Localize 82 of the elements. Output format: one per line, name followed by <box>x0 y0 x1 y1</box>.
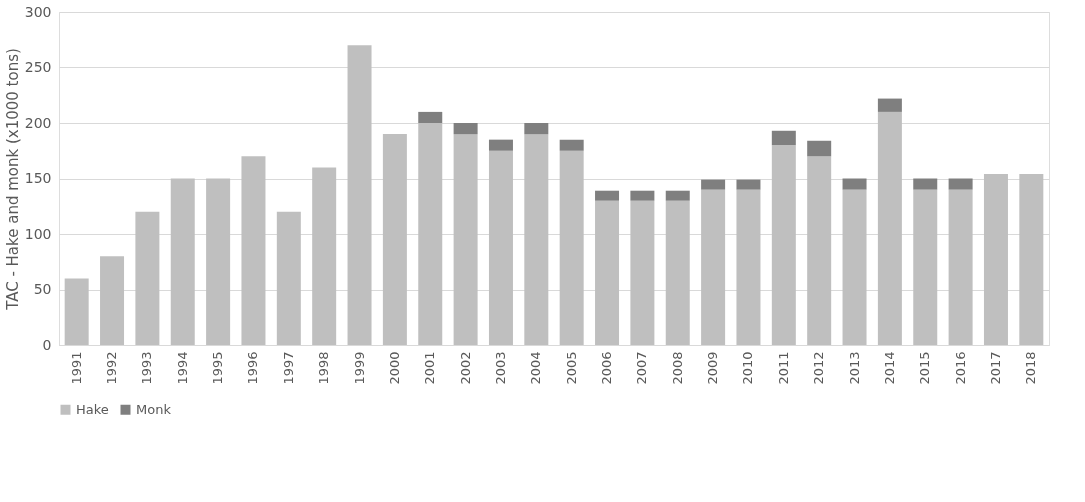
x-tick-label: 1991 <box>68 351 84 385</box>
bar <box>771 145 796 345</box>
x-tick-label: 1996 <box>245 351 261 385</box>
bar <box>736 179 761 190</box>
x-tick-label: 2006 <box>599 351 615 385</box>
bar <box>559 150 584 345</box>
legend-label: Monk <box>136 401 172 417</box>
bar <box>135 211 160 345</box>
y-tick-label: 300 <box>24 3 52 20</box>
bar <box>630 200 655 345</box>
y-tick-label: 50 <box>33 281 52 297</box>
bar <box>241 156 266 345</box>
x-tick-label: 2005 <box>563 351 579 385</box>
x-tick-label: 1992 <box>104 351 120 385</box>
x-tick-label: 2014 <box>881 351 897 385</box>
bar <box>948 178 973 190</box>
bar <box>842 189 867 345</box>
bar <box>842 178 867 190</box>
bar <box>630 190 655 201</box>
x-tick-label: 1995 <box>210 351 226 385</box>
x-tick-label: 1993 <box>139 351 155 385</box>
x-tick-label: 2009 <box>705 351 721 385</box>
x-tick-label: 2002 <box>457 351 473 385</box>
bar <box>877 98 902 112</box>
bar <box>488 150 513 345</box>
bar <box>206 178 231 345</box>
x-tick-label: 1994 <box>174 351 190 385</box>
bar <box>276 211 301 345</box>
x-tick-label: 1998 <box>316 351 332 385</box>
y-axis-title: TAC - Hake and monk (x1000 tons) <box>3 48 22 311</box>
x-tick-label: 2004 <box>528 351 544 385</box>
x-tick-label: 2012 <box>811 351 827 385</box>
bar <box>701 179 726 190</box>
y-tick-label: 100 <box>24 225 52 242</box>
bar <box>913 178 938 190</box>
bar <box>948 189 973 345</box>
bar <box>453 123 478 135</box>
x-tick-label: 2000 <box>386 351 402 385</box>
bar <box>382 134 407 345</box>
x-tick-label: 2016 <box>952 351 968 385</box>
y-tick-label: 200 <box>24 114 52 131</box>
bar <box>418 123 443 345</box>
bar <box>665 190 690 201</box>
bar <box>453 134 478 345</box>
bar <box>807 156 832 345</box>
y-tick-label: 0 <box>42 336 52 353</box>
bar <box>559 139 584 151</box>
bar <box>595 200 620 345</box>
bar <box>595 190 620 201</box>
x-tick-label: 2008 <box>669 351 685 385</box>
bar <box>170 178 195 345</box>
bar <box>913 189 938 345</box>
bar <box>488 139 513 151</box>
bar <box>736 189 761 345</box>
bar <box>701 189 726 345</box>
x-tick-label: 2018 <box>1023 351 1039 385</box>
bar <box>64 278 89 345</box>
x-tick-label: 2007 <box>634 351 650 385</box>
bar <box>100 256 125 345</box>
y-tick-label: 150 <box>24 170 52 186</box>
y-tick-label: 250 <box>24 59 52 75</box>
bar <box>807 140 832 157</box>
bar <box>665 200 690 345</box>
bar <box>312 167 337 345</box>
bar <box>877 111 902 345</box>
x-tick-label: 2001 <box>422 351 438 385</box>
x-tick-label: 2003 <box>492 351 508 385</box>
x-tick-label: 2013 <box>846 351 862 385</box>
bar <box>524 134 549 345</box>
bar <box>347 45 372 345</box>
x-tick-label: 1999 <box>351 351 367 385</box>
x-tick-label: 2011 <box>775 351 791 385</box>
bar <box>418 111 443 123</box>
x-tick-label: 1997 <box>280 351 296 385</box>
bar <box>983 174 1008 345</box>
x-tick-label: 2017 <box>987 351 1003 385</box>
bar <box>1019 174 1044 345</box>
legend-label: Hake <box>76 401 109 417</box>
x-tick-label: 2010 <box>740 351 756 385</box>
bar <box>771 130 796 146</box>
bar <box>524 123 549 135</box>
x-tick-label: 2015 <box>917 351 933 385</box>
